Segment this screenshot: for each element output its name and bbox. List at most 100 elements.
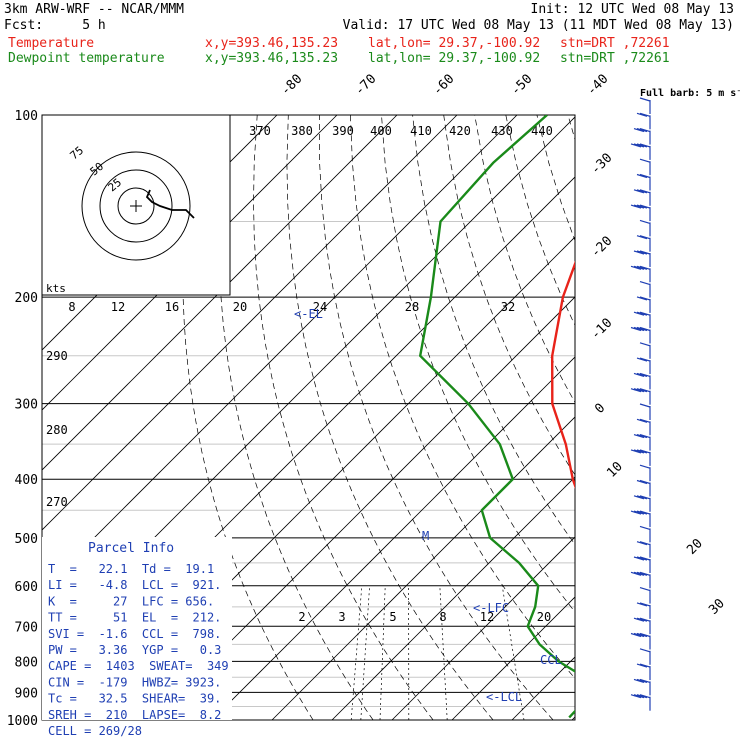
- pressure-label: 600: [15, 580, 38, 595]
- isotherm-line: [151, 296, 575, 720]
- dry-adiabat: [319, 115, 554, 720]
- wind-barb-flag: [633, 495, 645, 500]
- wind-barb-flag: [630, 510, 642, 515]
- wind-barb-flag: [639, 694, 651, 699]
- wind-barb: [636, 479, 651, 497]
- parcel-annotation: <-LCL: [486, 690, 522, 704]
- wind-barb-flag: [639, 219, 651, 224]
- wind-barb-flag: [633, 250, 645, 255]
- theta-label: 430: [491, 124, 513, 138]
- dry-adiabat: [350, 115, 575, 679]
- isotherm-label: -80: [278, 72, 305, 99]
- isotherm-line: [42, 115, 518, 591]
- wind-barb: [630, 449, 651, 466]
- wind-barb-flag: [633, 632, 645, 638]
- speed-label: 16: [165, 300, 179, 314]
- wind-barb-flag: [636, 663, 648, 668]
- wind-barb-flag: [639, 250, 651, 255]
- isotherm-label: -20: [588, 234, 615, 261]
- wind-barb-flag: [639, 510, 651, 515]
- wind-barb-flag: [636, 632, 648, 638]
- isotherm-label: -30: [588, 151, 615, 178]
- init-time: Init: 12 UTC Wed 08 May 13: [530, 2, 735, 17]
- parcel-row: K = 27 LFC = 656.: [48, 594, 214, 608]
- isotherm-label: -40: [584, 72, 611, 99]
- wind-barb-flag: [639, 112, 651, 117]
- wind-barb-flag: [636, 189, 648, 194]
- wind-barb: [636, 541, 651, 558]
- wind-barb-flag: [639, 587, 651, 592]
- wind-barb: [630, 571, 651, 589]
- wind-barb-flag: [639, 403, 651, 408]
- wind-barb: [639, 464, 651, 482]
- wind-barb: [630, 265, 651, 283]
- wind-barb-flag: [636, 571, 648, 576]
- parcel-panel-bg: [42, 537, 232, 720]
- wind-barb: [633, 495, 651, 512]
- station-temp: stn=DRT ,72261: [560, 36, 670, 51]
- wind-barb-flag: [639, 632, 651, 638]
- wind-barb: [636, 112, 651, 130]
- speed-label: 20: [233, 300, 247, 314]
- wind-barb-flag: [639, 464, 651, 469]
- pressure-label: 800: [15, 655, 38, 670]
- speed-label: 8: [68, 300, 75, 314]
- dry-adiabat: [723, 115, 740, 720]
- pressure-label: 300: [15, 398, 38, 413]
- wind-barb-flag: [636, 250, 648, 255]
- wind-barb-flag: [639, 525, 651, 530]
- mixing-ratio-label: 2: [298, 610, 305, 624]
- theta-label: 400: [370, 124, 392, 138]
- wind-barb: [636, 602, 651, 619]
- wind-barb: [639, 342, 651, 359]
- isotherm-label: 0: [592, 401, 608, 417]
- isotherm-line: [42, 115, 458, 531]
- isotherm-label: 10: [604, 459, 626, 481]
- wind-barb-flag: [636, 128, 648, 133]
- wind-barb-flag: [636, 204, 648, 209]
- theta-label: 370: [249, 124, 271, 138]
- parcel-row: PW = 3.36 YGP = 0.3: [48, 643, 221, 657]
- dewpoint-legend: Dewpoint temperature: [8, 51, 165, 66]
- adiabat-label: 280: [46, 423, 68, 437]
- dry-adiabat: [599, 115, 740, 720]
- wind-barb-flag: [633, 311, 645, 316]
- wind-barb-flag: [633, 617, 645, 622]
- wind-barb: [636, 357, 651, 375]
- isotherm-line: [692, 115, 740, 720]
- latlon-temp: lat,lon= 29.37,-100.92: [368, 36, 541, 51]
- wind-barb-flag: [639, 342, 651, 347]
- wind-barb: [630, 510, 651, 528]
- adiabat-label: 290: [46, 349, 68, 363]
- wind-barb-flag: [636, 326, 648, 332]
- wind-barb-flag: [636, 678, 648, 683]
- dry-adiabat: [567, 115, 575, 141]
- wind-barb-flag: [636, 235, 648, 240]
- wind-barb-flag: [636, 143, 648, 148]
- wind-barb-flag: [630, 204, 642, 209]
- wind-barb-flag: [630, 694, 642, 699]
- dry-adiabat: [253, 115, 434, 720]
- theta-label: 440: [531, 124, 553, 138]
- dry-adiabat: [443, 115, 575, 476]
- wind-barb-flag: [639, 265, 651, 270]
- wind-barb: [639, 158, 651, 176]
- wind-barb: [639, 281, 651, 298]
- wind-barb-flag: [636, 556, 648, 561]
- wind-barb-flag: [639, 326, 651, 332]
- pressure-label: 500: [15, 532, 38, 547]
- valid-time: Valid: 17 UTC Wed 08 May 13 (11 MDT Wed …: [342, 18, 734, 33]
- pressure-label: 900: [15, 686, 38, 701]
- wind-barb-flag: [636, 265, 648, 270]
- hodograph-ring: [81, 151, 191, 261]
- theta-label: 420: [449, 124, 471, 138]
- wind-barb-flag: [639, 602, 651, 607]
- wind-barb-flag: [639, 281, 651, 286]
- station-dew: stn=DRT ,72261: [560, 51, 670, 66]
- wind-barb-flag: [639, 449, 651, 454]
- mixing-ratio-label: 8: [439, 610, 446, 624]
- wind-barb: [633, 311, 651, 329]
- wind-barb-flag: [633, 143, 645, 148]
- isotherm-label: -10: [588, 316, 615, 343]
- dry-adiabat: [692, 115, 740, 720]
